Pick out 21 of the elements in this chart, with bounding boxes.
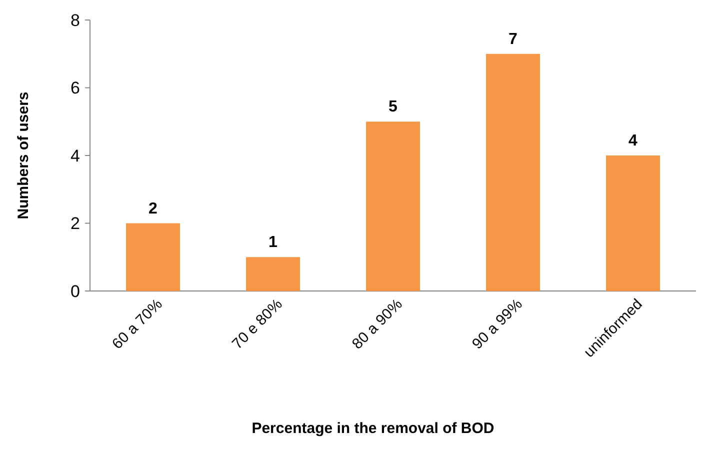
- y-tick-label: 4: [70, 146, 80, 166]
- data-label: 4: [628, 132, 638, 150]
- y-tick-label: 0: [70, 282, 80, 301]
- x-axis-title: Percentage in the removal of BOD: [252, 420, 494, 437]
- bar: [246, 257, 300, 291]
- data-label: 1: [268, 234, 278, 252]
- y-tick-label: 8: [70, 10, 80, 30]
- y-tick-label: 2: [70, 214, 80, 234]
- x-tick-label: 70 e 80%: [228, 296, 286, 353]
- data-label: 5: [388, 98, 398, 116]
- y-tick-label: 6: [70, 78, 80, 98]
- x-tick-label: 80 a 90%: [348, 296, 406, 353]
- data-label: 2: [148, 200, 158, 218]
- bar: [606, 156, 660, 291]
- bar: [486, 54, 540, 291]
- bar: [366, 122, 420, 291]
- data-label: 7: [508, 30, 518, 48]
- x-tick-label: 90 a 99%: [468, 296, 526, 353]
- bar: [126, 223, 180, 291]
- x-tick-label: 60 a 70%: [108, 296, 166, 353]
- y-axis-title: Numbers of users: [15, 92, 32, 220]
